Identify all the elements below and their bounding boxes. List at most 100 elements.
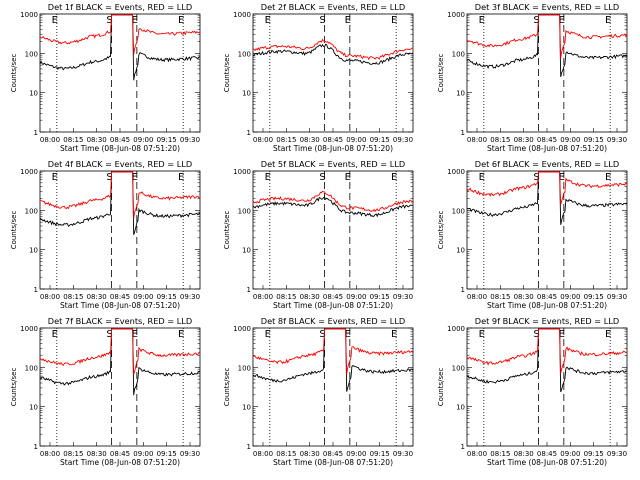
x-axis-label: Start Time (08-Jun-08 07:51:20) [487, 144, 607, 153]
time-marker-label: E [345, 329, 351, 340]
x-tick-label: 08:45 [110, 293, 130, 301]
plot-frame [252, 13, 414, 133]
y-tick-label: 10 [29, 90, 38, 98]
x-tick-label: 09:30 [180, 136, 200, 144]
time-marker-label: E [345, 172, 351, 183]
time-marker-label: E [265, 172, 271, 183]
x-tick-label: 08:15 [490, 293, 510, 301]
plot-frame [39, 13, 201, 133]
y-tick-label: 10 [456, 404, 465, 412]
x-axis-label: Start Time (08-Jun-08 07:51:20) [273, 144, 393, 153]
x-tick-label: 08:15 [490, 450, 510, 458]
series-line-lld [252, 328, 414, 375]
series-line-events [39, 328, 201, 396]
series-line-lld [466, 14, 628, 59]
series-line-lld [39, 14, 201, 55]
x-tick-label: 09:15 [157, 136, 177, 144]
x-tick-label: 09:15 [584, 450, 604, 458]
x-tick-label: 08:45 [537, 136, 557, 144]
x-tick-label: 08:30 [514, 136, 534, 144]
x-tick-label: 09:30 [180, 293, 200, 301]
detector-panel: Det 6f BLACK = Events, RED = LLD 1 10 100 10… [437, 159, 628, 310]
y-tick-label: 10 [456, 90, 465, 98]
x-tick-label: 09:30 [393, 293, 413, 301]
time-marker-label: E [52, 329, 58, 340]
panel-title: Det 6f BLACK = Events, RED = LLD [475, 159, 619, 169]
y-tick-label: 100 [25, 364, 38, 372]
panel-title: Det 9f BLACK = Events, RED = LLD [475, 316, 619, 326]
x-tick-label: 09:15 [370, 293, 390, 301]
detector-panel: Det 8f BLACK = Events, RED = LLD 1 10 100 10… [223, 316, 414, 467]
y-axis-label: Counts/sec [437, 368, 445, 407]
y-tick-label: 1000 [447, 11, 465, 19]
x-axis-label: Start Time (08-Jun-08 07:51:20) [487, 301, 607, 310]
panel-title: Det 7f BLACK = Events, RED = LLD [48, 316, 192, 326]
y-tick-label: 10 [29, 247, 38, 255]
x-axis-label: Start Time (08-Jun-08 07:51:20) [60, 144, 180, 153]
y-tick-label: 1000 [20, 11, 38, 19]
y-tick-label: 1000 [233, 11, 251, 19]
time-marker-label: E [479, 172, 485, 183]
time-marker-label: E [178, 329, 184, 340]
time-marker-label: E [605, 15, 611, 26]
series-line-events [39, 171, 201, 235]
series-line-events [39, 14, 201, 81]
y-tick-label: 1 [461, 286, 465, 294]
series-line-lld [252, 38, 414, 61]
y-tick-label: 1000 [233, 168, 251, 176]
x-tick-label: 08:45 [323, 136, 343, 144]
x-tick-label: 08:00 [253, 293, 273, 301]
x-tick-label: 09:30 [180, 450, 200, 458]
time-marker-label: S [533, 15, 539, 26]
y-tick-label: 100 [238, 50, 251, 58]
time-marker-label: S [319, 15, 325, 26]
y-tick-label: 1000 [447, 168, 465, 176]
time-marker-label: E [132, 329, 138, 340]
time-marker-label: E [265, 15, 271, 26]
x-tick-label: 08:45 [323, 450, 343, 458]
x-tick-label: 09:15 [370, 450, 390, 458]
time-marker-label: E [605, 329, 611, 340]
y-tick-label: 10 [242, 90, 251, 98]
x-tick-label: 09:30 [607, 293, 627, 301]
y-tick-label: 1 [247, 286, 251, 294]
x-tick-label: 09:15 [157, 450, 177, 458]
y-axis-label: Counts/sec [223, 54, 231, 93]
detector-panel: Det 3f BLACK = Events, RED = LLD 1 10 100 10… [437, 2, 628, 153]
x-tick-label: 08:30 [514, 450, 534, 458]
x-axis-label: Start Time (08-Jun-08 07:51:20) [273, 301, 393, 310]
x-tick-label: 08:00 [40, 293, 60, 301]
x-tick-label: 08:00 [40, 450, 60, 458]
detector-panel: Det 5f BLACK = Events, RED = LLD 1 10 100 10… [223, 159, 414, 310]
time-marker-label: E [391, 172, 397, 183]
y-tick-label: 1 [247, 129, 251, 137]
x-tick-label: 09:00 [346, 136, 366, 144]
x-tick-label: 08:30 [87, 450, 107, 458]
series-line-lld [39, 171, 201, 219]
y-tick-label: 1000 [447, 325, 465, 333]
plot-frame [466, 13, 628, 133]
detector-panel: Det 9f BLACK = Events, RED = LLD 1 10 100 10… [437, 316, 628, 467]
plot-frame [466, 170, 628, 290]
x-tick-label: 08:45 [537, 450, 557, 458]
x-tick-label: 08:45 [110, 136, 130, 144]
time-marker-label: E [178, 15, 184, 26]
time-marker-label: E [52, 15, 58, 26]
y-tick-label: 100 [452, 207, 465, 215]
y-tick-label: 1 [461, 443, 465, 451]
x-tick-label: 08:00 [40, 136, 60, 144]
plot-frame [252, 170, 414, 290]
x-tick-label: 08:00 [467, 450, 487, 458]
x-tick-label: 08:15 [276, 450, 296, 458]
panel-title: Det 1f BLACK = Events, RED = LLD [48, 2, 192, 12]
y-tick-label: 100 [25, 50, 38, 58]
time-marker-label: S [533, 172, 539, 183]
y-tick-label: 1000 [233, 325, 251, 333]
x-tick-label: 09:00 [133, 293, 153, 301]
x-tick-label: 08:30 [87, 136, 107, 144]
time-marker-label: S [106, 329, 112, 340]
time-marker-label: E [479, 329, 485, 340]
time-marker-label: E [132, 172, 138, 183]
x-tick-label: 08:15 [63, 450, 83, 458]
time-marker-label: S [106, 172, 112, 183]
